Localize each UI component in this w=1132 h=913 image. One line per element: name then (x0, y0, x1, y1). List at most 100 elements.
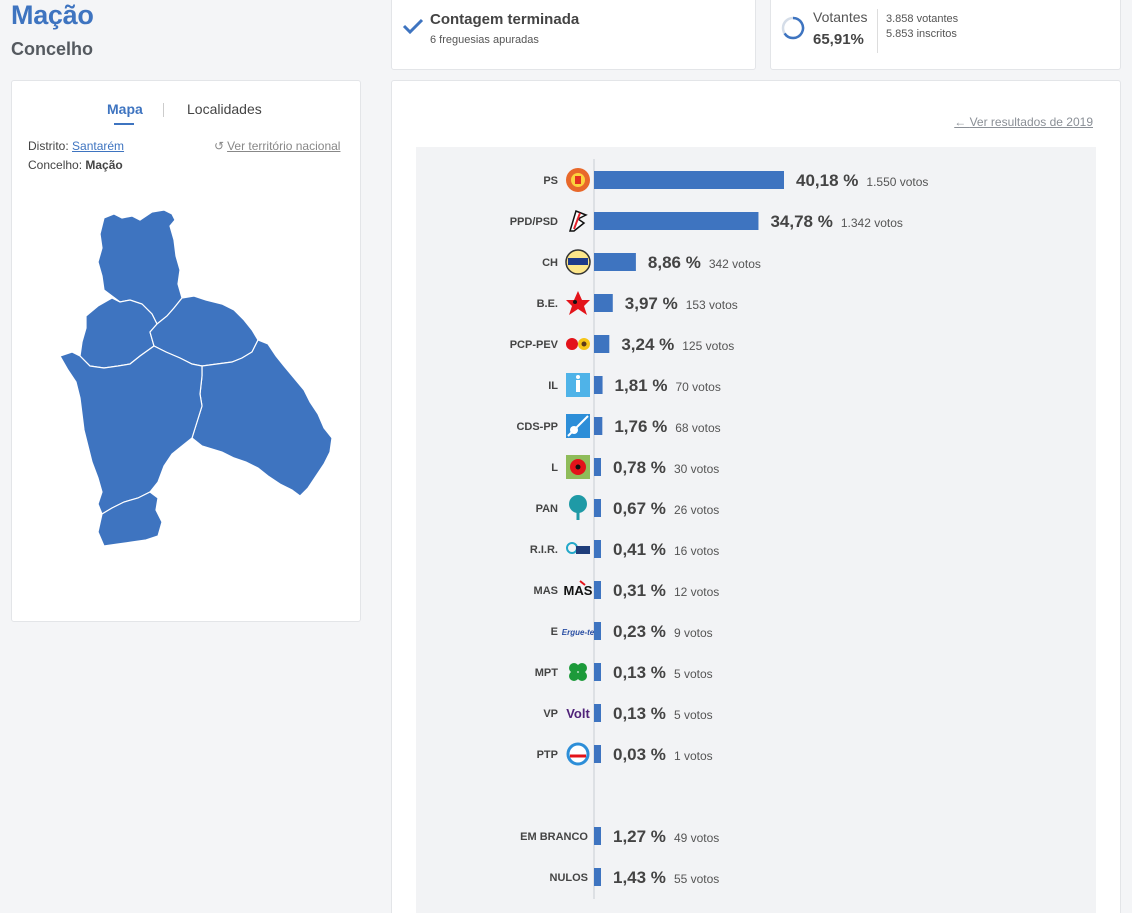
value-label-pcp-pev: 3,24 % (621, 335, 674, 354)
psd-logo-icon (568, 209, 588, 232)
national-territory-label: Ver território nacional (227, 139, 341, 153)
results-2019-link[interactable]: ← Ver resultados de 2019 (954, 115, 1093, 129)
category-label-il: IL (548, 380, 558, 392)
votes-label-vp: 5 votos (674, 708, 713, 722)
bar-b-e[interactable] (594, 294, 613, 312)
votes-label-ch: 342 votos (709, 257, 761, 271)
bar-pcp-pev[interactable] (594, 335, 610, 353)
results-panel: ← Ver resultados de 2019 PS 40,18 % 1.550 … (391, 80, 1121, 913)
parish-west[interactable] (59, 345, 203, 515)
voters-count: 3.858 votantes (886, 13, 959, 25)
il-logo-icon (566, 373, 590, 397)
bar-mpt[interactable] (594, 663, 601, 681)
bar-pan[interactable] (594, 499, 601, 517)
district-link[interactable]: Santarém (72, 139, 125, 153)
votes-label-mas: 12 votos (674, 585, 719, 599)
category-label-b-e: B.E. (537, 298, 558, 310)
page-title: Mação (11, 0, 94, 30)
votes-label-pan: 26 votos (674, 503, 719, 517)
map-panel: Mapa Localidades Distrito: Santarém Conc… (11, 80, 361, 622)
voters-label: Votantes (813, 9, 868, 25)
value-label-nulos: 1,43 % (613, 868, 666, 887)
votes-label-ptp: 1 votos (674, 749, 713, 763)
municipality-breadcrumb: Concelho: Mação (28, 158, 123, 172)
value-label-b-e: 3,97 % (625, 294, 678, 313)
votes-label-cds-pp: 68 votos (675, 421, 720, 435)
count-status-title: Contagem terminada (430, 11, 580, 28)
voters-percent: 65,91% (813, 31, 864, 48)
votes-label-mpt: 5 votos (674, 667, 713, 681)
ptp-logo-icon (566, 742, 590, 766)
category-label-mpt: MPT (535, 667, 559, 679)
checkmark-icon (402, 18, 424, 35)
svg-text:Ergue-te: Ergue-te (562, 628, 595, 637)
turnout-ring-icon (781, 16, 805, 40)
municipality-map (59, 209, 333, 547)
cds-pp-logo-icon (566, 414, 590, 438)
pcp-pev-logo-icon (566, 338, 590, 350)
ergue-te-logo-icon: Ergue-te (562, 628, 595, 637)
municipality-label: Concelho: (28, 158, 83, 172)
category-label-e: E (551, 626, 558, 638)
district-label: Distrito: (28, 139, 69, 153)
page-subtitle: Concelho (11, 39, 94, 59)
value-label-vp: 0,13 % (613, 704, 666, 723)
value-label-r-i-r: 0,41 % (613, 540, 666, 559)
votes-label-e: 9 votos (674, 626, 713, 640)
bar-ch[interactable] (594, 253, 636, 271)
svg-text:MAS: MAS (564, 583, 593, 598)
category-label-mas: MAS (534, 585, 558, 597)
votes-label-il: 70 votos (675, 380, 720, 394)
category-label-ps: PS (543, 175, 558, 187)
value-label-ptp: 0,03 % (613, 745, 666, 764)
category-label-vp: VP (543, 708, 558, 720)
votes-label-nulos: 55 votos (674, 872, 719, 886)
bar-l[interactable] (594, 458, 601, 476)
bar-r-i-r[interactable] (594, 540, 601, 558)
national-territory-link[interactable]: ↺ Ver território nacional (214, 139, 340, 153)
livre-logo-icon (566, 455, 590, 479)
category-label-ptp: PTP (537, 749, 558, 761)
value-label-pan: 0,67 % (613, 499, 666, 518)
votes-label-ppd-psd: 1.342 votos (841, 216, 903, 230)
bar-em-branco[interactable] (594, 827, 601, 845)
parish-south[interactable] (97, 491, 163, 547)
bar-ppd-psd[interactable] (594, 212, 759, 230)
tab-divider (163, 103, 164, 117)
category-label-ch: CH (542, 257, 558, 269)
bar-cds-pp[interactable] (594, 417, 603, 435)
bar-vp[interactable] (594, 704, 601, 722)
mpt-logo-icon (569, 663, 587, 681)
ps-logo-icon (566, 168, 590, 192)
bar-mas[interactable] (594, 581, 601, 599)
value-label-ps: 40,18 % (796, 171, 858, 190)
bar-ptp[interactable] (594, 745, 601, 763)
count-status-card: Contagem terminada 6 freguesias apuradas (391, 0, 756, 70)
bar-e[interactable] (594, 622, 601, 640)
category-label-cds-pp: CDS-PP (516, 421, 558, 433)
district-breadcrumb: Distrito: Santarém (28, 139, 124, 153)
tab-localities[interactable]: Localidades (187, 101, 262, 117)
rir-logo-icon (566, 542, 590, 554)
arrow-left-icon: ← (954, 115, 970, 129)
bar-nulos[interactable] (594, 868, 601, 886)
results-chart-area: PS 40,18 % 1.550 votos PPD/PSD 34,78 % 1.342 … (416, 147, 1096, 913)
votes-label-r-i-r: 16 votos (674, 544, 719, 558)
active-tab-indicator (114, 123, 134, 125)
category-label-nulos: NULOS (550, 872, 589, 884)
bar-ps[interactable] (594, 171, 784, 189)
results-2019-label: Ver resultados de 2019 (969, 115, 1093, 129)
votes-label-pcp-pev: 125 votos (682, 339, 734, 353)
value-label-ppd-psd: 34,78 % (770, 212, 832, 231)
chega-logo-icon (565, 249, 591, 275)
svg-text:Volt: Volt (566, 706, 590, 721)
votes-label-em-branco: 49 votos (674, 831, 719, 845)
undo-arrow-icon: ↺ (214, 139, 225, 153)
category-label-pcp-pev: PCP-PEV (510, 339, 559, 351)
count-status-subtitle: 6 freguesias apuradas (430, 34, 539, 46)
category-label-pan: PAN (536, 503, 558, 515)
bar-il[interactable] (594, 376, 603, 394)
value-label-mpt: 0,13 % (613, 663, 666, 682)
tab-map[interactable]: Mapa (107, 101, 143, 117)
results-bar-chart: PS 40,18 % 1.550 votos PPD/PSD 34,78 % 1.342 … (510, 159, 928, 899)
